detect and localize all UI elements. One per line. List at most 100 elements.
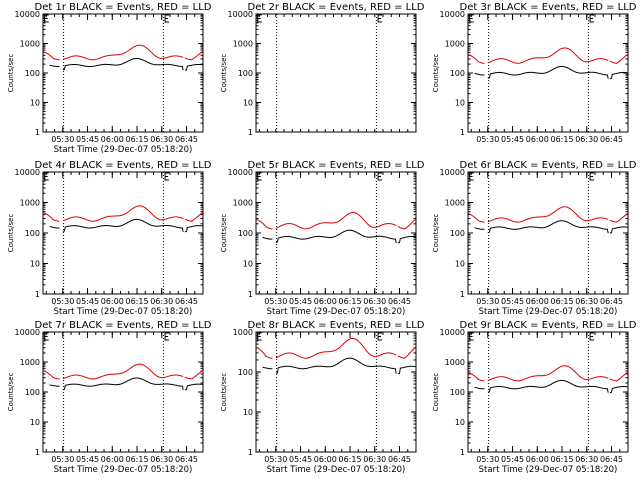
y-tick-label: 10000 bbox=[15, 10, 40, 19]
panel-title: Det 8r BLACK = Events, RED = LLD bbox=[248, 320, 425, 331]
x-tick-label: 06:00 bbox=[526, 297, 549, 306]
flag-marker bbox=[164, 14, 170, 23]
y-tick-label: 1 bbox=[35, 128, 40, 137]
panel-title: Det 6r BLACK = Events, RED = LLD bbox=[460, 160, 637, 171]
y-tick-label: 100 bbox=[25, 229, 40, 238]
flag-marker bbox=[377, 14, 383, 23]
axes-frame bbox=[42, 331, 204, 453]
x-tick-label: 06:45 bbox=[175, 455, 198, 464]
x-tick-label: 05:45 bbox=[289, 455, 312, 464]
y-tick-label: 10 bbox=[243, 99, 253, 108]
x-tick-label: 06:15 bbox=[125, 455, 148, 464]
flag-marker bbox=[589, 332, 595, 341]
series-lld-line bbox=[467, 206, 629, 223]
flag-marker bbox=[257, 14, 262, 23]
flag-marker bbox=[377, 332, 383, 341]
y-axis-label: Counts/sec bbox=[220, 373, 228, 412]
x-axis-label: Start Time (29-Dec-07 05:18:20) bbox=[267, 465, 406, 475]
x-tick-label: 06:00 bbox=[526, 135, 549, 144]
flag-marker bbox=[469, 14, 474, 23]
x-tick-label: 06:15 bbox=[338, 455, 361, 464]
series-events-line bbox=[474, 220, 629, 234]
x-tick-label: 06:15 bbox=[125, 135, 148, 144]
series-events-line bbox=[474, 65, 629, 80]
x-tick-label: 05:30 bbox=[264, 297, 287, 306]
x-tick-label: 06:30 bbox=[150, 135, 173, 144]
x-tick-label: 06:30 bbox=[363, 297, 386, 306]
x-axis-label: Start Time (29-Dec-07 05:18:20) bbox=[479, 307, 618, 317]
x-axis-label: Start Time (29-Dec-07 05:18:20) bbox=[54, 465, 193, 475]
panel-7: Det 7r BLACK = Events, RED = LLD 1 10 100 10… bbox=[7, 320, 212, 475]
flag-marker bbox=[589, 172, 595, 181]
x-tick-label: 05:45 bbox=[501, 297, 524, 306]
y-tick-label: 1000 bbox=[233, 199, 253, 208]
y-tick-label: 1 bbox=[248, 448, 253, 457]
y-tick-label: 10 bbox=[30, 260, 40, 269]
y-axis-label: Counts/sec bbox=[7, 214, 15, 253]
panel-title: Det 7r BLACK = Events, RED = LLD bbox=[35, 320, 212, 331]
series-lld-line bbox=[42, 363, 204, 380]
axes-frame bbox=[467, 331, 629, 453]
flag-marker bbox=[164, 172, 170, 181]
x-tick-label: 06:45 bbox=[175, 297, 198, 306]
y-tick-label: 10000 bbox=[228, 168, 253, 177]
panel-title: Det 4r BLACK = Events, RED = LLD bbox=[35, 160, 212, 171]
y-tick-label: 10000 bbox=[15, 328, 40, 337]
y-tick-label: 1000 bbox=[233, 328, 253, 337]
x-tick-label: 06:30 bbox=[575, 135, 598, 144]
y-axis-label: Counts/sec bbox=[432, 54, 440, 93]
panel-9: Det 9r BLACK = Events, RED = LLD 1 10 100 10… bbox=[432, 320, 637, 475]
series-lld-line bbox=[467, 365, 629, 382]
flag-marker bbox=[164, 332, 170, 341]
flag-marker bbox=[44, 14, 49, 23]
y-tick-label: 10000 bbox=[440, 328, 465, 337]
y-axis-label: Counts/sec bbox=[220, 214, 228, 253]
x-tick-label: 06:00 bbox=[314, 297, 337, 306]
series-events-line bbox=[49, 58, 204, 71]
y-tick-label: 100 bbox=[238, 229, 253, 238]
panel-5: Det 5r BLACK = Events, RED = LLD 1 10 100 10… bbox=[220, 160, 425, 317]
x-tick-label: 05:30 bbox=[264, 455, 287, 464]
x-tick-label: 06:15 bbox=[338, 297, 361, 306]
x-tick-label: 06:15 bbox=[550, 297, 573, 306]
x-axis-label: Start Time (29-Dec-07 05:18:20) bbox=[54, 145, 193, 155]
x-tick-label: 06:00 bbox=[526, 455, 549, 464]
flag-marker bbox=[44, 172, 49, 181]
x-tick-label: 06:30 bbox=[363, 455, 386, 464]
x-axis-label: Start Time (29-Dec-07 05:18:20) bbox=[267, 307, 406, 317]
y-tick-label: 10 bbox=[243, 408, 253, 417]
panel-1: Det 1r BLACK = Events, RED = LLD 1 10 100 10… bbox=[7, 2, 212, 155]
panel-title: Det 1r BLACK = Events, RED = LLD bbox=[35, 2, 212, 13]
y-tick-label: 1000 bbox=[20, 40, 40, 49]
flag-marker bbox=[589, 14, 595, 23]
y-tick-label: 1 bbox=[460, 128, 465, 137]
flag-marker bbox=[377, 172, 383, 181]
series-events-line bbox=[262, 229, 417, 244]
y-tick-label: 100 bbox=[238, 368, 253, 377]
y-tick-label: 10000 bbox=[440, 168, 465, 177]
panel-8: Det 8r BLACK = Events, RED = LLD 1 10 100 10… bbox=[220, 320, 425, 475]
flag-marker bbox=[257, 172, 262, 181]
y-tick-label: 1000 bbox=[233, 40, 253, 49]
axes-frame bbox=[42, 171, 204, 295]
y-tick-label: 1000 bbox=[20, 358, 40, 367]
series-events-line bbox=[262, 357, 417, 375]
panel-3: Det 3r BLACK = Events, RED = LLD 1 10 100 10… bbox=[432, 2, 637, 144]
x-tick-label: 05:30 bbox=[476, 135, 499, 144]
series-lld-line bbox=[255, 337, 417, 359]
series-events-line bbox=[49, 218, 204, 233]
y-axis-label: Counts/sec bbox=[7, 54, 15, 93]
x-tick-label: 05:45 bbox=[289, 297, 312, 306]
x-tick-label: 06:00 bbox=[101, 297, 124, 306]
series-lld-line bbox=[467, 47, 629, 64]
x-tick-label: 05:30 bbox=[476, 297, 499, 306]
axes-frame bbox=[467, 171, 629, 295]
x-tick-label: 06:00 bbox=[101, 135, 124, 144]
y-tick-label: 100 bbox=[450, 69, 465, 78]
x-tick-label: 06:45 bbox=[600, 455, 623, 464]
x-tick-label: 06:00 bbox=[101, 455, 124, 464]
x-tick-label: 06:45 bbox=[600, 297, 623, 306]
y-tick-label: 1 bbox=[248, 290, 253, 299]
panel-title: Det 3r BLACK = Events, RED = LLD bbox=[460, 2, 637, 13]
